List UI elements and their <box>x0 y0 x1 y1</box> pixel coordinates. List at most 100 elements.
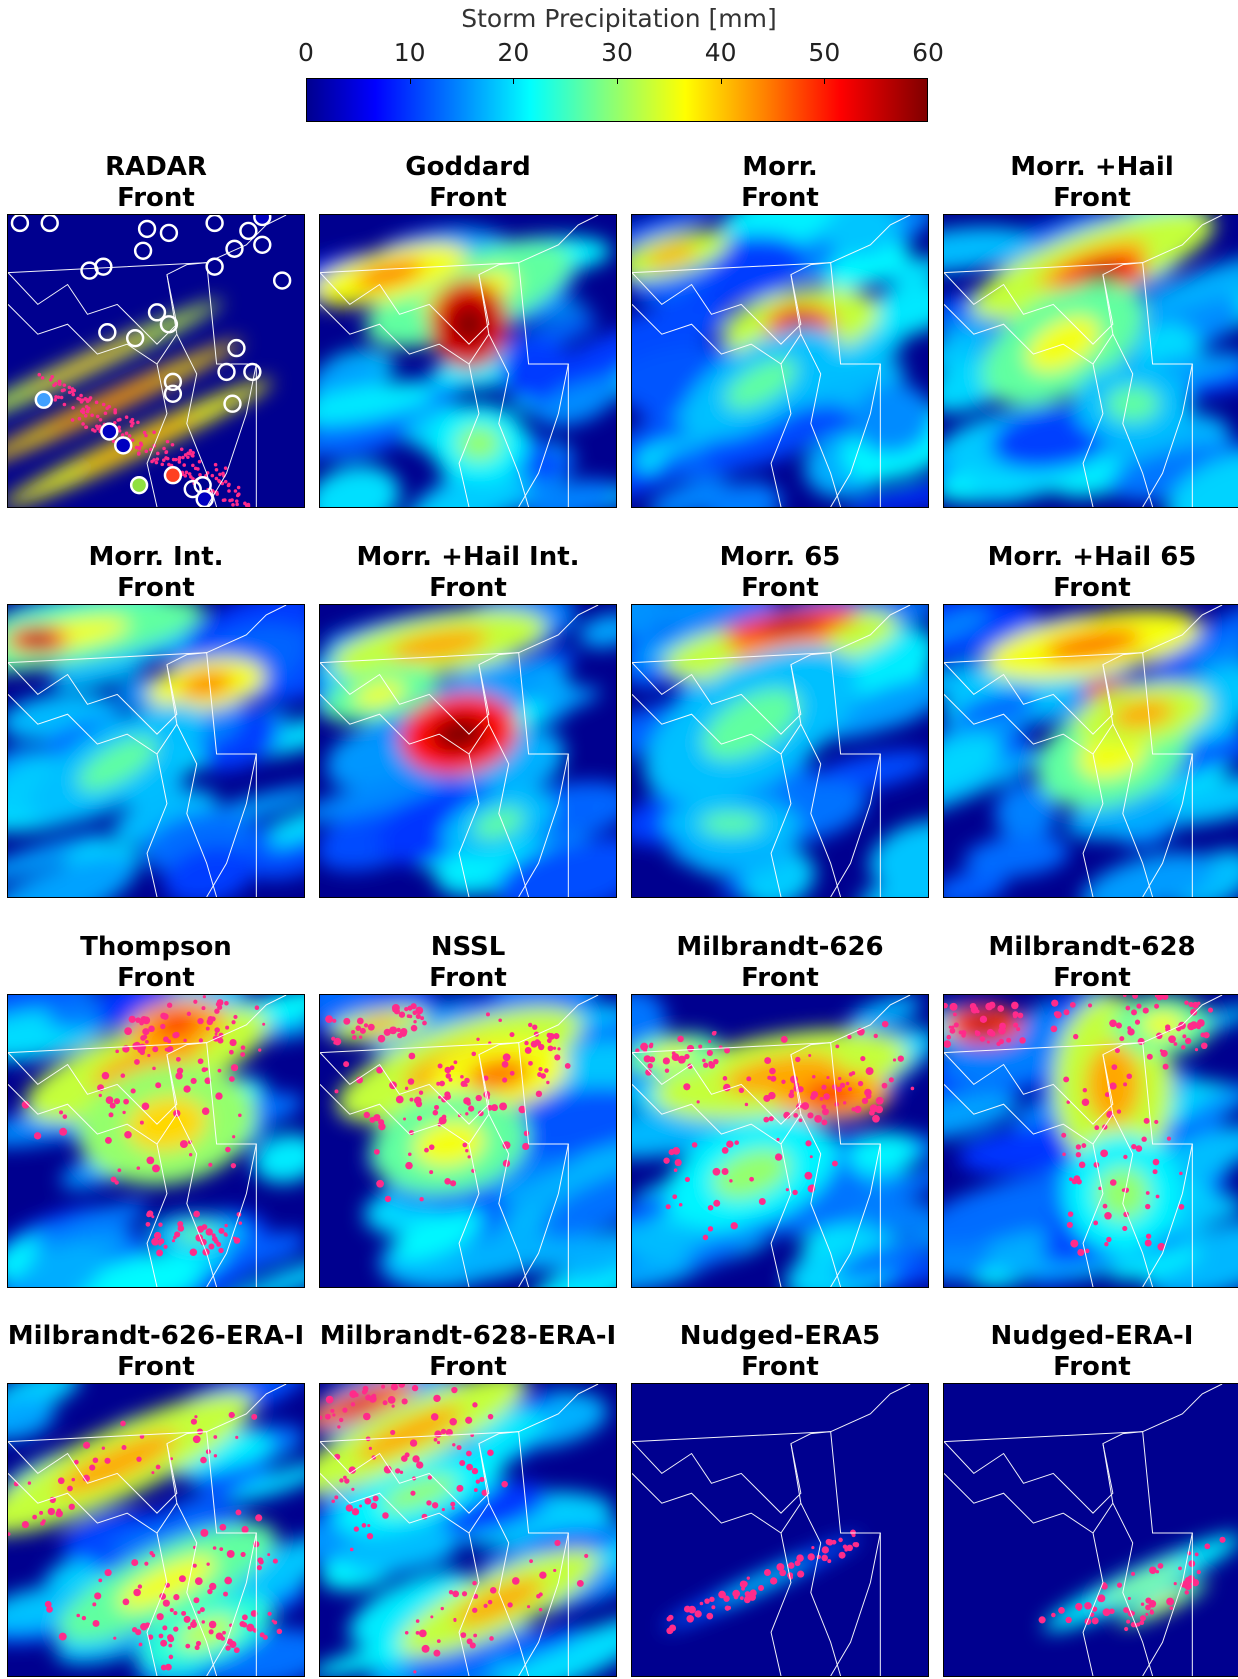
radar-hail-point <box>186 455 190 460</box>
panel-title-case: Front <box>741 573 819 603</box>
hail-marker <box>1019 1037 1026 1044</box>
precip-map-panel <box>631 214 929 508</box>
hail-marker <box>113 1098 121 1105</box>
hail-marker <box>67 1485 73 1492</box>
hail-marker <box>441 1114 447 1120</box>
hail-marker <box>796 1554 804 1562</box>
coastline-border <box>206 1532 257 1676</box>
precip-cell <box>815 675 928 740</box>
hail-marker <box>1069 1001 1076 1008</box>
hail-marker <box>1131 1571 1136 1576</box>
radar-hail-point <box>96 426 100 431</box>
coastline-border <box>206 363 257 507</box>
hail-marker <box>713 1199 721 1207</box>
hail-marker <box>1144 1239 1152 1247</box>
hail-marker <box>1196 1570 1201 1575</box>
hail-marker <box>368 1395 377 1403</box>
precip-map-panel <box>7 994 305 1288</box>
hail-marker <box>276 1628 283 1635</box>
hail-marker <box>1145 1233 1152 1239</box>
coastline-border <box>770 274 802 507</box>
precip-cell <box>944 870 1007 897</box>
radar-hail-point <box>60 388 65 393</box>
hail-marker <box>104 1457 111 1464</box>
precip-map-panel <box>631 604 929 898</box>
radar-hail-point <box>171 457 176 462</box>
hail-marker <box>706 1612 714 1620</box>
coastline-border <box>944 1084 1094 1145</box>
coastline-border <box>1142 1143 1193 1287</box>
hail-marker <box>509 1070 515 1076</box>
precip-cell <box>563 1232 616 1279</box>
hail-marker <box>339 1478 344 1483</box>
hail-marker <box>218 1227 225 1234</box>
hail-marker <box>797 1570 805 1578</box>
hail-marker <box>1078 1161 1086 1169</box>
hail-marker <box>167 1045 174 1052</box>
precip-cell <box>522 1142 616 1190</box>
radar-hail-point <box>235 493 240 498</box>
precip-cell <box>944 734 1003 794</box>
hail-marker <box>197 1610 201 1614</box>
coastline-border <box>8 652 257 897</box>
hail-marker <box>153 1231 162 1240</box>
hail-marker <box>1132 995 1138 999</box>
hail-marker <box>527 1022 533 1028</box>
hail-marker <box>158 1222 163 1227</box>
hail-marker <box>169 1607 174 1613</box>
hail-marker <box>787 1562 795 1569</box>
hail-marker <box>721 1168 729 1175</box>
hail-marker <box>120 1420 126 1427</box>
precip-cell <box>994 783 1057 843</box>
state-boundaries <box>632 995 911 1287</box>
hail-marker <box>1106 1236 1112 1243</box>
hail-marker <box>213 1454 218 1458</box>
hail-marker <box>205 1228 213 1236</box>
precip-cell <box>1166 454 1238 507</box>
hail-marker <box>881 1020 889 1028</box>
radar-hail-point <box>40 376 45 380</box>
hail-marker <box>133 1588 141 1597</box>
hail-marker <box>433 1437 438 1442</box>
hail-marker <box>194 1577 203 1586</box>
hail-marker <box>404 1086 409 1091</box>
precip-map-panel <box>943 604 1238 898</box>
coastline-border <box>1082 274 1114 507</box>
hail-marker <box>677 1035 684 1043</box>
hail-marker <box>547 1045 554 1052</box>
hail-marker <box>41 1519 46 1524</box>
gauge-station-marker <box>217 362 236 382</box>
panel-title-scheme: Morr. Int. <box>88 542 224 572</box>
precip-cell <box>1080 852 1213 897</box>
panel-title: Morr. +Hail 65 Front <box>937 542 1238 604</box>
hail-marker <box>1145 1597 1152 1604</box>
hail-marker <box>228 1411 235 1419</box>
hail-marker <box>233 1647 240 1654</box>
gauge-station-marker <box>205 215 224 233</box>
hail-marker <box>696 1100 700 1104</box>
hail-marker <box>1122 995 1127 998</box>
precip-field <box>8 995 304 1287</box>
hail-marker <box>162 1599 170 1607</box>
precip-cell <box>253 1133 304 1184</box>
hail-marker <box>378 1123 386 1131</box>
hail-marker <box>337 1425 341 1429</box>
hail-marker <box>92 1457 99 1464</box>
hail-marker <box>343 1061 350 1068</box>
hail-marker <box>979 1036 986 1042</box>
hail-marker <box>875 1096 884 1105</box>
hail-marker <box>258 1048 262 1052</box>
hail-marker <box>432 1109 439 1116</box>
hail-marker <box>142 1034 148 1040</box>
hail-marker <box>1109 1082 1117 1090</box>
hail-marker <box>367 1023 375 1031</box>
panel-title: Morr. 65 Front <box>625 542 935 604</box>
hail-marker <box>92 1602 97 1607</box>
hail-marker <box>200 1528 209 1537</box>
panel-title-scheme: NSSL <box>430 932 506 962</box>
hail-marker <box>1011 1001 1019 1010</box>
colorbar-tick-label: 60 <box>912 38 944 67</box>
panel-title-case: Front <box>741 183 819 213</box>
hail-marker <box>439 1080 445 1087</box>
hail-marker <box>1012 1011 1019 1018</box>
